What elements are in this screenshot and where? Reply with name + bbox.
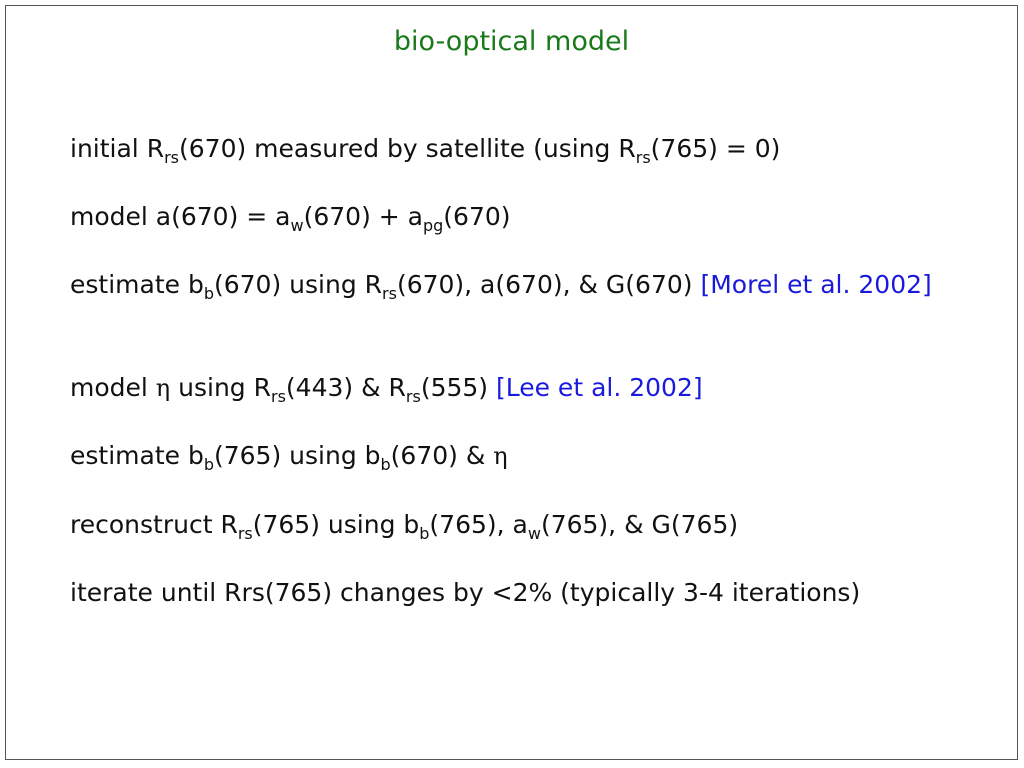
step-iterate: iterate until Rrs(765) changes by <2% (t… — [70, 578, 861, 607]
eta-symbol: η — [155, 374, 171, 402]
subscript: rs — [164, 148, 179, 167]
text: (555) — [420, 373, 496, 402]
subscript: rs — [635, 148, 651, 167]
subscript: b — [203, 455, 214, 474]
step-reconstruct-rrs765: reconstruct Rrs(765) using bb(765), aw(7… — [70, 508, 950, 542]
text: model a(670) = a — [70, 202, 291, 231]
text: (765), a — [429, 510, 528, 539]
text: (765) using b — [252, 510, 420, 539]
step-initial-rrs: initial Rrs(670) measured by satellite (… — [70, 132, 950, 166]
text: model — [70, 373, 156, 402]
text: (765) using b — [213, 441, 381, 470]
subscript: rs — [237, 524, 253, 543]
step-estimate-bb765: estimate bb(765) using bb(670) & η — [70, 439, 950, 473]
subscript: w — [290, 216, 304, 235]
text: using R — [170, 373, 271, 402]
step-model-absorption: model a(670) = aw(670) + apg(670) — [70, 200, 950, 234]
subscript: rs — [405, 387, 421, 406]
slide-title: bio-optical model — [393, 26, 630, 57]
text: (765), & G(765) — [540, 510, 739, 539]
text: (670), a(670), & G(670) — [396, 270, 701, 299]
subscript: pg — [422, 216, 444, 235]
text: (670) measured by satellite (using R — [179, 134, 636, 163]
subscript: rs — [270, 387, 286, 406]
subscript: b — [419, 524, 430, 543]
citation-morel: [Morel et al. 2002] — [700, 270, 932, 299]
text: initial R — [70, 134, 165, 163]
slide: bio-optical model initial Rrs(670) measu… — [5, 5, 1018, 760]
text: (765) = 0) — [650, 134, 781, 163]
subscript: b — [380, 455, 391, 474]
text: (670) — [443, 202, 511, 231]
text: estimate b — [70, 441, 204, 470]
subscript: w — [527, 524, 541, 543]
text: (670) & — [390, 441, 494, 470]
text: reconstruct R — [70, 510, 238, 539]
text: estimate b — [70, 270, 204, 299]
text: (670) using R — [213, 270, 383, 299]
step-estimate-bb670: estimate bb(670) using Rrs(670), a(670),… — [70, 268, 950, 302]
citation-lee: [Lee et al. 2002] — [495, 373, 703, 402]
step-model-eta: model η using Rrs(443) & Rrs(555) [Lee e… — [70, 371, 950, 405]
text: (670) + a — [303, 202, 423, 231]
text: (443) & R — [285, 373, 406, 402]
subscript: rs — [382, 284, 397, 303]
subscript: b — [203, 284, 214, 303]
eta-symbol: η — [493, 442, 508, 470]
